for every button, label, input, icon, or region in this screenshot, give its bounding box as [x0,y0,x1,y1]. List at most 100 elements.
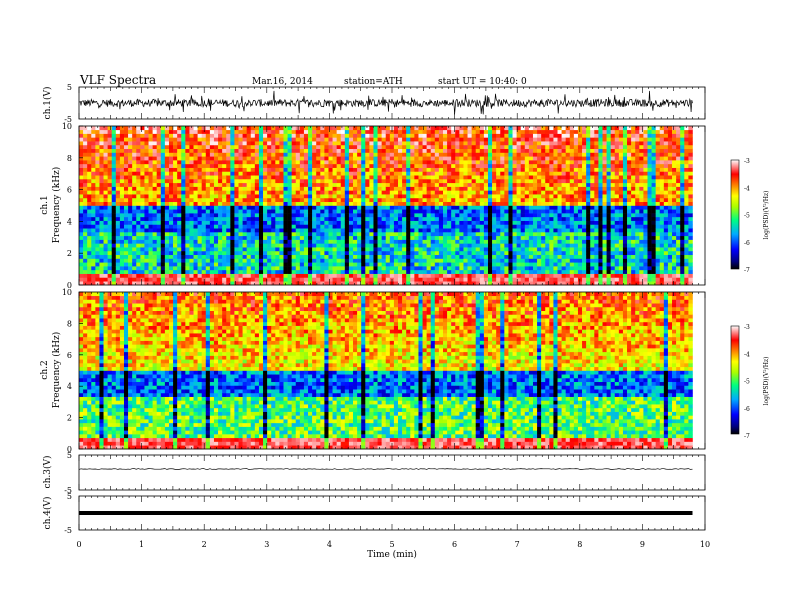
ch1-spectrogram-cell [320,216,325,221]
ch1-spectrogram-cell [173,137,178,142]
ch1-spectrogram-cell [422,197,427,203]
ch1-spectrogram-cell [459,273,464,278]
ch1-spectrogram-cell [201,156,207,161]
ch1-spectrogram-cell [340,250,346,256]
ch1-spectrogram-cell [185,197,190,203]
ch1-spectrogram-cell [185,277,190,282]
ch1-spectrogram-cell [508,247,513,252]
ch1-spectrogram-cell [414,152,419,157]
ch1-spectrogram-cell [140,228,145,233]
ch1-spectrogram-cell [344,190,350,195]
ch1-spectrogram-cell [516,156,522,161]
ch1-spectrogram-cell [213,216,219,221]
ch1-spectrogram-cell [340,197,346,203]
ch1-spectrogram-cell [467,126,472,131]
ch1-spectrogram-cell [275,129,280,134]
ch1-spectrogram-cell [193,258,198,263]
ch1-spectrogram-cell [377,254,382,259]
ch1-spectrogram-cell [418,144,423,150]
ch1-spectrogram-cell [107,205,113,210]
ch1-spectrogram-cell [287,167,292,172]
ch1-spectrogram-cell [443,201,448,206]
ch1-spectrogram-cell [353,266,358,271]
ch1-spectrogram-cell [291,258,297,263]
ch1-spectrogram-cell [87,213,92,218]
ch1-spectrogram-cell [406,232,411,237]
ch1-spectrogram-cell [340,262,346,267]
ch1-spectrogram-cell [332,209,337,214]
ch1-spectrogram-cell [271,224,276,229]
ch1-spectrogram-cell [279,269,284,274]
ch1-spectrogram-cell [483,167,489,172]
ch1-spectrogram-cell [173,254,178,259]
ch1-spectrogram-cell [132,167,137,172]
ch1-spectrogram-cell [475,182,481,187]
ch1-spectrogram-cell [152,235,158,240]
ch1-spectrogram-cell [549,228,554,233]
ch1-spectrogram-cell [516,262,522,267]
ch1-spectrogram-cell [357,209,362,214]
ch1-spectrogram-cell [377,216,382,221]
ch1-spectrogram-cell [79,167,84,172]
ch1-spectrogram-cell [299,269,305,274]
ch1-spectrogram-cell [361,269,366,274]
ch1-spectrogram-cell [504,220,509,225]
ch1-spectrogram-cell [95,186,100,191]
ch1-spectrogram-cell [434,273,440,278]
ch1-spectrogram-cell [373,235,378,240]
ch1-spectrogram-cell [500,186,505,191]
ch1-spectrogram-cell [95,224,100,229]
ch1-spectrogram-cell [83,163,88,168]
ch1-spectrogram-cell [418,235,423,240]
ch1-spectrogram-cell [324,213,329,218]
ch1-spectrogram-cell [553,235,558,240]
ch1-spectrogram-cell [201,182,207,187]
ch1-spectrogram-cell [246,281,252,286]
ch1-spectrogram-cell [303,213,309,218]
ch1-spectrogram-cell [242,179,247,184]
ch1-spectrogram-cell [83,205,88,210]
ch1-spectrogram-cell [381,281,387,286]
ch1-spectrogram-cell [189,182,194,187]
ch1-spectrogram-cell [487,281,493,286]
ch1-spectrogram-cell [152,269,158,274]
ch1-spectrogram-cell [520,262,526,267]
ch1-spectrogram-cell [209,216,215,221]
ch1-spectrogram-cell [115,224,121,229]
ch1-spectrogram-cell [369,133,374,138]
ch1-spectrogram-cell [467,228,472,233]
ch1-spectrogram-cell [549,281,554,286]
ch1-spectrogram-cell [422,126,427,131]
ch1-spectrogram-cell [430,262,436,267]
ch1-spectrogram-cell [173,148,178,153]
ch1-spectrogram-cell [197,186,202,191]
ch1-spectrogram-cell [549,126,554,131]
ch1-spectrogram-cell [418,137,423,142]
ch1-spectrogram-cell [103,171,108,176]
ch1-spectrogram-cell [168,209,174,214]
ch1-spectrogram-cell [209,186,215,191]
ch1-spectrogram-cell [283,247,288,252]
ch1-spectrogram-cell [148,216,153,221]
ch1-spectrogram-cell [99,182,104,187]
ch1-spectrogram-cell [328,133,333,138]
ch1-spectrogram-cell [459,228,464,233]
ch1-spectrogram-cell [218,156,223,161]
ch1-spectrogram-cell [222,269,227,274]
ch1-spectrogram-cell [430,160,436,165]
ch1-spectrogram-cell [361,258,366,263]
ch1-spectrogram-cell [357,126,362,131]
ch1-spectrogram-cell [393,186,399,191]
ch1-spectrogram-cell [271,228,276,233]
ch1-spectrogram-cell [99,137,104,142]
ch1-spectrogram-cell [348,205,354,210]
ch1-spectrogram-cell [230,194,235,199]
ch1-spectrogram-cell [234,129,239,134]
ch1-spectrogram-cell [218,182,223,187]
ch1-spectrogram-cell [209,213,215,218]
ch1-spectrogram-cell [144,133,149,138]
ch1-spectrogram-cell [410,197,415,203]
ch1-spectrogram-cell [234,254,239,259]
ch1-spectrogram-cell [479,201,485,206]
ch1-spectrogram-cell [557,277,562,282]
